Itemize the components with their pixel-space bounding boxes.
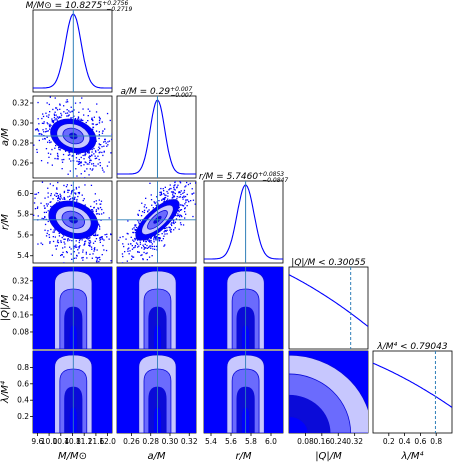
- histogram-curve-M: [33, 13, 112, 89]
- ytick-a: 0.32: [12, 99, 29, 108]
- ytick-r: 6.0: [17, 189, 29, 198]
- xtick-L: 0.4: [399, 437, 411, 446]
- panel-Q-M: [30, 266, 113, 350]
- ytick-Q: 0.16: [12, 310, 29, 319]
- ytick-L: 0.8: [17, 363, 29, 372]
- histogram-frame: [32, 9, 113, 93]
- histogram-frame: [372, 350, 453, 434]
- histogram-frame: [288, 266, 369, 350]
- xlabel-M: M/M⊙: [58, 451, 87, 462]
- xtick-M: 12.0: [99, 437, 116, 446]
- histogram-curve-a: [117, 99, 196, 175]
- xtick-M: 10.4: [52, 437, 69, 446]
- xtick-M: 11.6: [88, 437, 105, 446]
- xtick-r: 5.4: [205, 437, 217, 446]
- panel-Q-Q: [288, 266, 369, 350]
- xtick-r: 6.0: [265, 437, 277, 446]
- xlabel-a: a/M: [147, 451, 165, 462]
- panel-a-a: [116, 95, 197, 179]
- title-sup-r: +0.0853: [258, 171, 284, 178]
- title-M: M/M⊙ = 10.8275+0.2756 −0.2719: [26, 0, 133, 13]
- title-Q: |Q|/M < 0.30055: [291, 258, 366, 268]
- xtick-M: 10.8: [64, 437, 81, 446]
- panel-r-M: [30, 180, 113, 264]
- xtick-M: 11.2: [76, 437, 93, 446]
- ytick-L: 0.6: [17, 379, 29, 388]
- ytick-a: 0.30: [12, 119, 29, 128]
- xtick-a: 0.26: [123, 437, 140, 446]
- ytick-Q: 0.32: [12, 276, 29, 285]
- title-L: λ/M⁴ < 0.79043: [376, 342, 447, 352]
- ytick-Q: 0.08: [12, 327, 29, 336]
- xtick-M: 10.0: [41, 437, 58, 446]
- xtick-a: 0.30: [162, 437, 179, 446]
- title-a: a/M = 0.29+0.007 −0.007: [120, 86, 192, 99]
- panel-L-L: [372, 350, 453, 436]
- xtick-Q: 0.32: [346, 437, 363, 446]
- panel-M-M: [32, 9, 113, 93]
- panel-L-M: [30, 350, 113, 436]
- title-sup-M: +0.2756: [102, 0, 128, 7]
- xlabel-r: r/M: [235, 451, 251, 462]
- title-sub-M: −0.2719: [106, 6, 132, 13]
- histogram-curve-r: [204, 184, 283, 260]
- panel-r-r: [203, 180, 284, 264]
- ytick-Q: 0.24: [12, 293, 29, 302]
- title-sub-r: −0.0847: [262, 177, 288, 184]
- xlabel-Q: |Q|/M: [315, 451, 342, 462]
- histogram-curve-Q: [289, 274, 368, 327]
- panel-L-Q: [288, 350, 369, 436]
- ylabel-r: r/M: [0, 214, 11, 230]
- xtick-L: 0.6: [414, 437, 426, 446]
- ylabel-L: λ/M⁴: [0, 381, 11, 404]
- ytick-r: 5.8: [17, 210, 29, 219]
- quarter-contour-3: [289, 416, 309, 433]
- ytick-L: 0.4: [17, 396, 29, 405]
- ylabel-Q: |Q|/M: [0, 294, 11, 321]
- panel-Q-r: [203, 266, 284, 350]
- panel-r-a: [116, 180, 197, 264]
- xtick-Q: 0.08: [297, 437, 314, 446]
- title-sup-a: +0.007: [170, 86, 192, 93]
- xtick-a: 0.28: [142, 437, 159, 446]
- xtick-r: 5.8: [245, 437, 257, 446]
- ylabel-a: a/M: [0, 128, 11, 146]
- ytick-r: 5.6: [17, 230, 29, 239]
- ytick-a: 0.26: [12, 159, 29, 168]
- panel-L-a: [116, 350, 197, 436]
- panel-a-M: [30, 95, 113, 179]
- xtick-M: 9.6: [31, 437, 43, 446]
- histogram-frame: [116, 95, 197, 179]
- ytick-a: 0.28: [12, 139, 29, 148]
- ytick-L: 0.2: [17, 412, 29, 421]
- xtick-r: 5.6: [225, 437, 237, 446]
- panel-Q-a: [116, 266, 197, 350]
- xlabel-L: λ/M⁴: [401, 450, 424, 462]
- xtick-L: 0.8: [430, 437, 442, 446]
- histogram-frame: [203, 180, 284, 264]
- ytick-r: 5.4: [17, 251, 29, 260]
- xtick-Q: 0.16: [313, 437, 330, 446]
- title-r: r/M = 5.7460+0.0853 −0.0847: [199, 171, 289, 184]
- title-sub-a: −0.007: [170, 92, 192, 99]
- xtick-L: 0.2: [383, 437, 395, 446]
- xtick-Q: 0.24: [330, 437, 347, 446]
- xtick-a: 0.32: [181, 437, 198, 446]
- panel-L-r: [203, 350, 284, 436]
- histogram-curve-L: [373, 362, 452, 408]
